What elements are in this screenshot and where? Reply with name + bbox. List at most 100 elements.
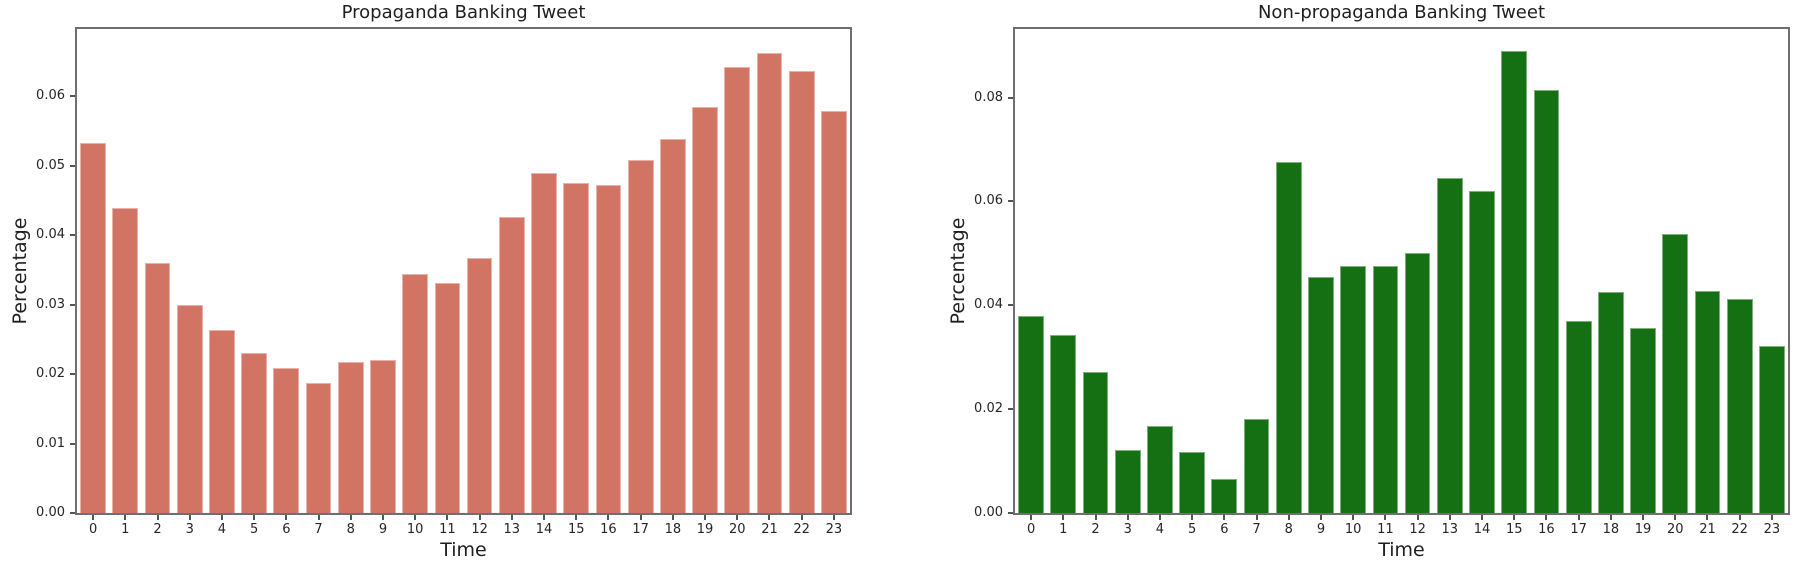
bar-hour-13 (498, 217, 525, 513)
bar-hour-8 (1275, 161, 1302, 513)
x-tick-mark (768, 515, 771, 520)
x-tick-mark (575, 515, 578, 520)
bar-hour-0 (1018, 316, 1044, 513)
x-tick-label: 18 (664, 522, 682, 537)
y-tick-label: 0.02 (974, 401, 1003, 417)
x-tick-mark (1545, 515, 1548, 520)
x-tick-label: 2 (1091, 522, 1100, 537)
x-tick-mark (1191, 515, 1194, 520)
bar-hour-11 (1372, 266, 1399, 513)
bar-hour-5 (1179, 452, 1206, 513)
y-tick-label: 0.05 (36, 157, 65, 173)
x-tick-mark (1770, 515, 1773, 520)
x-tick-mark (832, 515, 835, 520)
x-tick-label: 3 (185, 522, 194, 537)
x-tick-label: 11 (1377, 522, 1394, 537)
x-tick-label: 4 (217, 522, 227, 537)
x-tick-label: 14 (535, 522, 553, 537)
x-tick-mark (1062, 515, 1065, 520)
bar-hour-16 (1533, 89, 1560, 513)
bar-hour-16 (595, 185, 622, 513)
x-tick-label: 1 (121, 522, 130, 537)
y-tick-label: 0.04 (36, 227, 65, 243)
bar-hour-15 (1501, 50, 1528, 513)
x-tick-label: 14 (1473, 522, 1491, 537)
x-tick-mark (1126, 515, 1129, 520)
bar-hour-18 (659, 138, 686, 513)
y-tick-label: 0.00 (974, 505, 1003, 520)
x-tick-mark (156, 515, 159, 520)
bar-hour-19 (1630, 328, 1656, 513)
x-tick-mark (1481, 515, 1484, 520)
chart-title: Non-propaganda Banking Tweet (1257, 2, 1546, 23)
y-tick-mark (1008, 408, 1013, 411)
y-axis-label: Percentage (9, 217, 31, 325)
y-tick-label: 0.06 (36, 88, 65, 104)
x-tick-label: 7 (314, 522, 323, 537)
x-tick-mark (1223, 515, 1226, 520)
x-tick-mark (543, 515, 546, 520)
bar-hour-14 (1469, 190, 1495, 513)
x-tick-label: 21 (761, 522, 778, 537)
x-tick-mark (1158, 515, 1161, 520)
y-tick-mark (70, 164, 75, 167)
bar-hour-21 (756, 53, 783, 513)
y-tick-mark (70, 95, 75, 98)
x-tick-mark (285, 515, 288, 520)
y-tick-mark (70, 442, 75, 445)
x-tick-label: 5 (250, 522, 259, 537)
x-tick-label: 16 (600, 522, 617, 537)
x-tick-label: 15 (567, 522, 585, 537)
x-tick-mark (317, 515, 320, 520)
x-tick-mark (253, 515, 256, 520)
x-tick-label: 2 (153, 522, 162, 537)
y-tick-mark (1008, 512, 1013, 514)
chart-title: Propaganda Banking Tweet (341, 2, 586, 23)
bar-hour-4 (209, 330, 235, 513)
y-tick-label: 0.00 (36, 505, 65, 520)
bar-hour-1 (1050, 335, 1077, 513)
bar-hour-22 (788, 70, 815, 513)
y-tick-mark (70, 234, 75, 237)
x-tick-label: 10 (406, 522, 424, 537)
bar-hour-9 (370, 359, 396, 513)
x-tick-label: 7 (1252, 522, 1261, 537)
x-tick-label: 22 (793, 522, 810, 537)
x-tick-label: 17 (1570, 522, 1587, 537)
bar-hour-2 (1082, 372, 1109, 513)
bar-hour-23 (1759, 346, 1785, 513)
x-tick-label: 9 (1316, 522, 1326, 537)
x-tick-mark (607, 515, 610, 520)
x-tick-label: 23 (1763, 522, 1781, 537)
bar-hour-22 (1726, 299, 1753, 513)
x-tick-label: 3 (1123, 522, 1132, 537)
x-tick-mark (124, 515, 127, 520)
x-axis-label: Time (1378, 539, 1425, 561)
x-axis-label: Time (440, 539, 487, 561)
bar-hour-15 (563, 183, 590, 513)
y-tick-mark (1008, 304, 1013, 307)
bar-hour-9 (1308, 276, 1334, 513)
bar-hour-11 (434, 283, 461, 513)
bar-hour-12 (466, 258, 493, 513)
x-tick-label: 9 (378, 522, 388, 537)
y-tick-label: 0.03 (36, 296, 65, 312)
x-tick-label: 15 (1505, 522, 1523, 537)
bar-hour-19 (692, 107, 718, 513)
bar-hour-3 (1114, 450, 1141, 513)
x-tick-label: 8 (346, 522, 355, 537)
bar-hour-8 (337, 362, 364, 513)
x-tick-mark (1448, 515, 1451, 520)
x-tick-mark (1416, 515, 1419, 520)
x-tick-label: 18 (1602, 522, 1620, 537)
x-tick-label: 20 (1666, 522, 1684, 537)
x-tick-label: 20 (728, 522, 746, 537)
x-tick-label: 13 (503, 522, 521, 537)
x-tick-label: 13 (1441, 522, 1459, 537)
x-tick-label: 8 (1284, 522, 1293, 537)
x-tick-mark (736, 515, 739, 520)
x-tick-label: 6 (1220, 522, 1229, 537)
x-tick-mark (1738, 515, 1741, 520)
